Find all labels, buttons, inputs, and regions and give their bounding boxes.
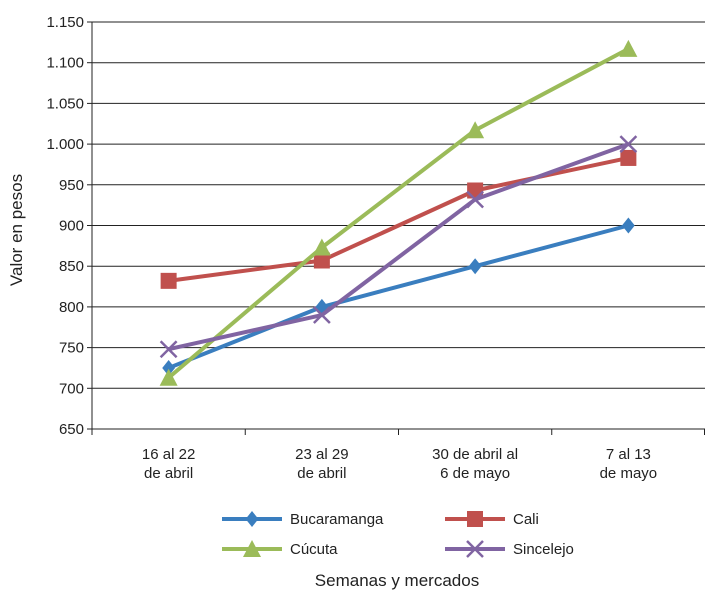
legend-marker: [243, 540, 261, 557]
y-tick-label: 1.050: [46, 95, 84, 112]
data-point: [312, 306, 331, 324]
legend-marker: [466, 540, 484, 558]
data-point: [620, 149, 637, 166]
y-tick-label: 1.150: [46, 14, 84, 31]
series-line: [167, 47, 630, 380]
x-tick-label: de abril: [297, 465, 346, 482]
x-tick-label: 30 de abril al: [432, 446, 518, 463]
data-point: [466, 190, 485, 209]
marker-x-stroke: [466, 540, 484, 558]
marker-x-stroke: [312, 306, 331, 324]
gridlines: [92, 21, 705, 389]
series-line: [168, 155, 629, 283]
y-tick-label: 700: [59, 380, 84, 397]
legend-label: Sincelejo: [513, 541, 574, 558]
data-point: [162, 359, 176, 376]
legend-label: Cali: [513, 511, 539, 528]
data-point: [159, 340, 178, 359]
legend-item: Sincelejo: [445, 540, 574, 558]
data-point: [466, 121, 485, 139]
x-axis-title: Semanas y mercados: [315, 571, 479, 590]
y-tick-label: 750: [59, 340, 84, 357]
y-tick-label: 850: [59, 258, 84, 275]
series-line: [168, 142, 630, 352]
legend-marker: [245, 511, 259, 527]
x-tick-label: 23 al 29: [295, 446, 348, 463]
y-tick-label: 800: [59, 299, 84, 316]
series-cúcuta: [159, 39, 638, 386]
legend-label: Cúcuta: [290, 541, 338, 558]
y-tick-label: 1.000: [46, 136, 84, 153]
y-tick-labels: 650 700 750 800 850 900 950 1.000 1.050 1.100 1.15…: [46, 14, 84, 438]
marker-x-stroke: [619, 135, 638, 153]
series-line: [167, 223, 629, 370]
axes: [87, 21, 705, 435]
legend: Bucaramanga Cali Cúcuta Sincelejo: [222, 511, 574, 558]
x-tick-labels: 16 al 22 de abril 23 al 29 de abril 30 de ab…: [142, 446, 657, 482]
y-axis-title: Valor en pesos: [7, 174, 26, 286]
x-tick-label: 7 al 13: [606, 446, 651, 463]
legend-label: Bucaramanga: [290, 511, 384, 528]
data-point: [315, 298, 329, 315]
series-cali: [160, 149, 637, 289]
marker-x-stroke: [159, 340, 178, 359]
data-point: [621, 217, 635, 234]
series-sincelejo: [159, 135, 638, 359]
y-tick-label: 950: [59, 177, 84, 194]
y-tick-label: 650: [59, 421, 84, 438]
series-bucaramanga: [162, 217, 635, 376]
marker-x-stroke: [466, 190, 485, 209]
legend-marker: [467, 511, 483, 527]
x-tick-label: de mayo: [600, 465, 658, 482]
x-tick-label: de abril: [144, 465, 193, 482]
x-tick-label: 16 al 22: [142, 446, 195, 463]
series-lines: [159, 39, 638, 386]
data-point: [160, 272, 177, 289]
data-point: [312, 238, 331, 256]
data-point: [619, 135, 638, 153]
y-tick-label: 1.100: [46, 55, 84, 72]
y-tick-label: 900: [59, 218, 84, 235]
data-point: [159, 368, 178, 386]
legend-item: Bucaramanga: [222, 511, 384, 528]
legend-item: Cúcuta: [222, 540, 338, 558]
data-point: [313, 252, 330, 269]
x-tick-label: 6 de mayo: [440, 465, 510, 482]
data-point: [468, 258, 482, 275]
data-point: [619, 39, 638, 57]
legend-item: Cali: [445, 511, 539, 528]
